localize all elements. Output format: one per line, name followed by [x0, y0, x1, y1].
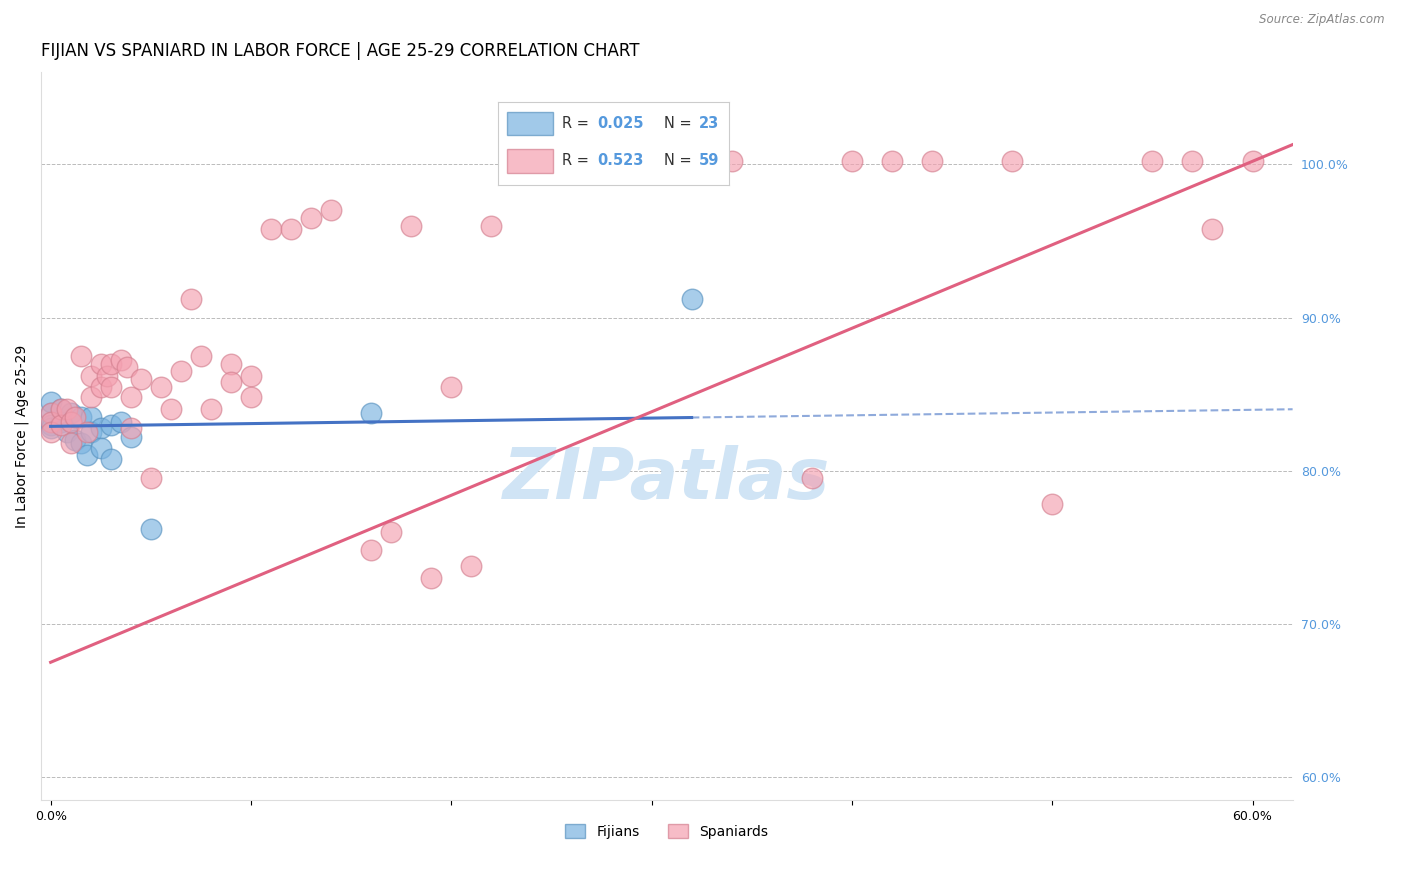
Point — [63, 410, 86, 425]
Point — [1001, 154, 1024, 169]
Point — [190, 349, 212, 363]
Point — [921, 154, 943, 169]
Point — [59, 436, 82, 450]
Point — [76, 449, 98, 463]
Point — [39, 417, 62, 432]
Point — [170, 364, 193, 378]
Point — [280, 221, 302, 235]
Point — [581, 154, 603, 169]
Point — [80, 368, 103, 383]
Point — [1201, 221, 1223, 235]
Point — [49, 402, 72, 417]
Point — [360, 406, 382, 420]
Point — [681, 292, 703, 306]
Point — [55, 402, 77, 417]
Point — [90, 379, 112, 393]
Point — [399, 219, 422, 233]
Point — [100, 379, 122, 393]
Point — [360, 543, 382, 558]
Text: FIJIAN VS SPANIARD IN LABOR FORCE | AGE 25-29 CORRELATION CHART: FIJIAN VS SPANIARD IN LABOR FORCE | AGE … — [41, 42, 640, 60]
Point — [55, 425, 77, 440]
Point — [180, 292, 202, 306]
Point — [110, 415, 132, 429]
Point — [80, 425, 103, 440]
Point — [1040, 498, 1063, 512]
Point — [90, 441, 112, 455]
Point — [90, 421, 112, 435]
Point — [69, 410, 91, 425]
Point — [49, 402, 72, 417]
Point — [110, 353, 132, 368]
Point — [39, 415, 62, 429]
Point — [1181, 154, 1204, 169]
Legend: Fijians, Spaniards: Fijians, Spaniards — [560, 818, 775, 844]
Point — [720, 154, 742, 169]
Point — [69, 349, 91, 363]
Point — [49, 417, 72, 432]
Point — [76, 425, 98, 440]
Point — [59, 415, 82, 429]
Point — [120, 430, 142, 444]
Point — [120, 390, 142, 404]
Point — [460, 558, 482, 573]
Point — [319, 203, 342, 218]
Point — [63, 433, 86, 447]
Point — [39, 425, 62, 440]
Point — [299, 211, 322, 225]
Point — [39, 406, 62, 420]
Point — [640, 154, 662, 169]
Point — [239, 390, 262, 404]
Point — [520, 154, 543, 169]
Point — [239, 368, 262, 383]
Point — [1241, 154, 1264, 169]
Point — [49, 415, 72, 429]
Point — [100, 451, 122, 466]
Point — [219, 375, 242, 389]
Point — [120, 421, 142, 435]
Point — [139, 471, 162, 485]
Text: Source: ZipAtlas.com: Source: ZipAtlas.com — [1260, 13, 1385, 27]
Point — [800, 471, 823, 485]
Point — [96, 368, 118, 383]
Point — [159, 402, 181, 417]
Point — [479, 219, 502, 233]
Point — [440, 379, 463, 393]
Point — [100, 357, 122, 371]
Point — [149, 379, 172, 393]
Point — [1142, 154, 1164, 169]
Point — [200, 402, 222, 417]
Text: ZIPatlas: ZIPatlas — [503, 445, 831, 515]
Point — [39, 421, 62, 435]
Point — [69, 436, 91, 450]
Point — [880, 154, 903, 169]
Y-axis label: In Labor Force | Age 25-29: In Labor Force | Age 25-29 — [15, 344, 30, 528]
Point — [100, 417, 122, 432]
Point — [420, 571, 443, 585]
Point — [841, 154, 863, 169]
Point — [129, 372, 152, 386]
Point — [39, 394, 62, 409]
Point — [80, 410, 103, 425]
Point — [115, 359, 138, 374]
Point — [219, 357, 242, 371]
Point — [139, 522, 162, 536]
Point — [39, 406, 62, 420]
Point — [90, 357, 112, 371]
Point — [80, 390, 103, 404]
Point — [380, 524, 402, 539]
Point — [59, 406, 82, 420]
Point — [260, 221, 283, 235]
